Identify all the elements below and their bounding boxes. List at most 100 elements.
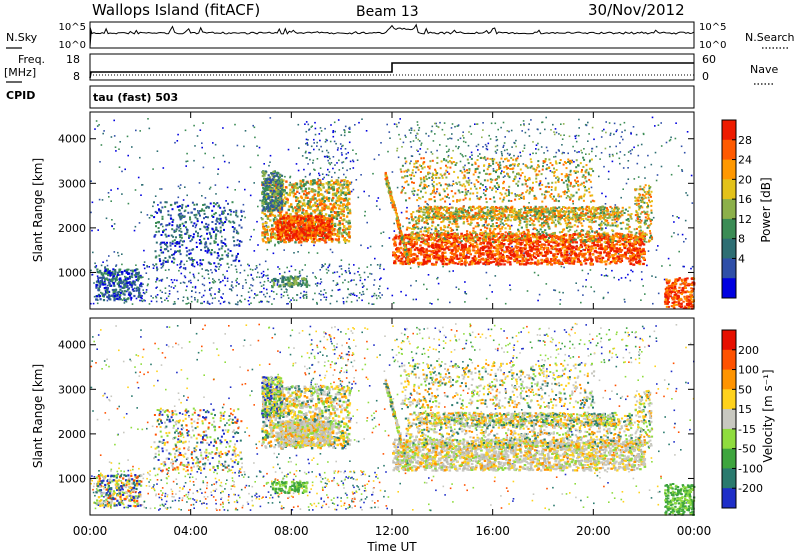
heatmap-cell [323,219,325,221]
heatmap-cell [291,239,293,241]
heatmap-cell [134,288,136,290]
heatmap-cell [201,303,203,305]
heatmap-cell [273,218,275,220]
heatmap-cell [431,151,433,153]
heatmap-cell [301,284,303,286]
heatmap-cell [295,200,297,202]
heatmap-cell [347,297,349,299]
heatmap-cell [271,224,273,226]
heatmap-cell [278,207,280,209]
heatmap-cell [343,161,345,163]
heatmap-cell [185,221,187,223]
heatmap-cell [370,264,372,266]
heatmap-cell [499,257,502,259]
heatmap-cell [208,262,210,264]
heatmap-cell [270,172,272,174]
heatmap-cell [336,301,338,303]
heatmap-cell [605,196,607,198]
heatmap-cell [201,221,203,223]
heatmap-cell [535,153,537,155]
heatmap-cell [271,290,273,292]
heatmap-cell [114,290,116,292]
heatmap-cell [333,156,335,158]
heatmap-cell [199,259,201,261]
heatmap-cell [286,201,288,203]
heatmap-cell [207,248,209,250]
heatmap-cell [163,260,165,262]
heatmap-cell [671,236,673,238]
heatmap-cell [308,229,310,231]
heatmap-cell [644,293,646,295]
heatmap-cell [540,133,542,135]
heatmap-cell [205,223,207,225]
heatmap-cell [244,299,246,301]
heatmap-cell [348,227,350,229]
heatmap-cell [565,262,568,264]
heatmap-cell [103,294,105,296]
heatmap-cell [476,244,479,246]
heatmap-cell [138,177,140,179]
heatmap-cell [224,238,226,240]
heatmap-cell [243,211,245,213]
heatmap-cell [348,220,350,222]
heatmap-cell [465,155,467,157]
heatmap-cell [297,284,299,286]
heatmap-cell [208,270,210,272]
heatmap-cell [348,236,350,238]
heatmap-cell [292,297,294,299]
heatmap-cell [366,289,368,291]
heatmap-cell [174,142,176,144]
heatmap-cell [99,286,101,288]
heatmap-cell [197,235,199,237]
heatmap-cell [107,285,109,287]
heatmap-cell [303,199,305,201]
heatmap-cell [152,168,154,170]
heatmap-cell [119,289,121,291]
heatmap-cell [215,223,217,225]
heatmap-cell [651,275,653,277]
heatmap-cell [143,292,145,294]
heatmap-cell [605,268,607,270]
heatmap-cell [247,264,249,266]
heatmap-cell [193,204,195,206]
heatmap-cell [380,233,382,235]
heatmap-cell [433,140,435,142]
heatmap-cell [334,164,336,166]
heatmap-cell [195,214,197,216]
heatmap-cell [536,243,539,245]
heatmap-cell [297,187,299,189]
heatmap-cell [336,162,338,164]
heatmap-cell [300,187,302,189]
heatmap-cell [349,273,351,275]
heatmap-cell [162,216,164,218]
heatmap-cell [112,274,114,276]
heatmap-cell [181,207,183,209]
heatmap-cell [179,236,181,238]
heatmap-cell [400,247,403,249]
heatmap-cell [166,201,168,203]
heatmap-cell [619,261,622,263]
heatmap-cell [281,200,283,202]
heatmap-cell [331,162,333,164]
heatmap-cell [471,152,473,154]
heatmap-cell [297,233,299,235]
heatmap-cell [477,155,479,157]
heatmap-cell [460,153,462,155]
heatmap-cell [102,273,104,275]
heatmap-cell [367,276,369,278]
heatmap-cell [267,278,269,280]
heatmap-cell [306,181,308,183]
heatmap-cell [127,155,129,157]
heatmap-cell [240,219,242,221]
heatmap-cell [191,249,193,251]
heatmap-cell [159,258,161,260]
heatmap-cell [192,236,194,238]
heatmap-cell [224,276,226,278]
heatmap-cell [161,252,163,254]
heatmap-cell [196,218,198,220]
heatmap-cell [203,295,205,297]
heatmap-cell [691,175,693,177]
heatmap-cell [531,258,534,260]
heatmap-cell [185,269,187,271]
heatmap-cell [578,119,580,121]
